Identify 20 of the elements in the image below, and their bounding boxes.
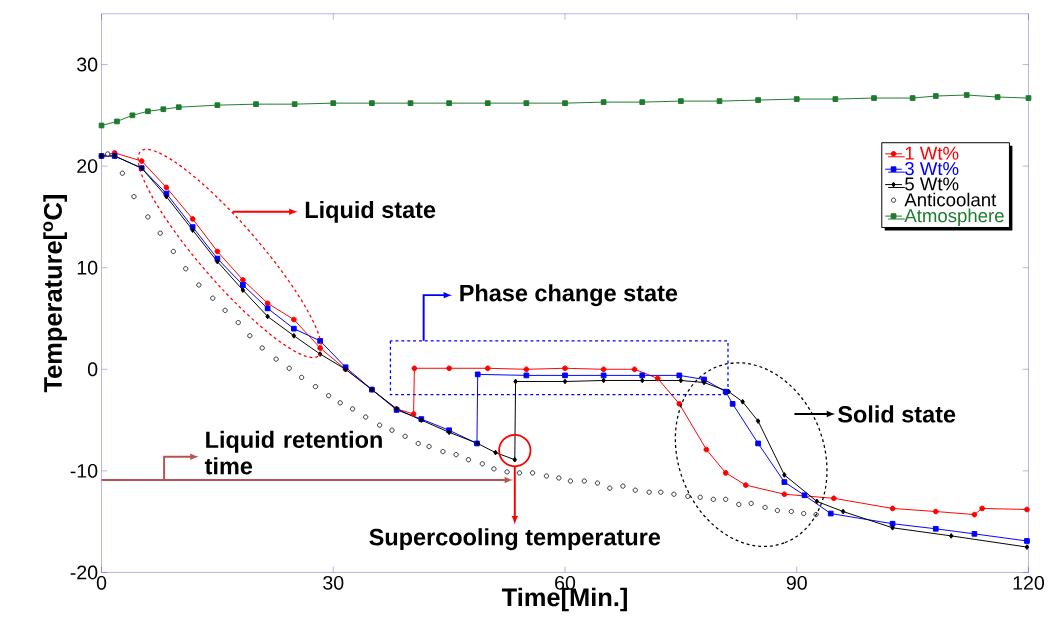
- legend-label: 3 Wt%: [905, 161, 959, 175]
- y-tick-label: -20: [70, 565, 98, 580]
- y-tick-label: 20: [77, 159, 98, 173]
- x-tick-label: 90: [786, 575, 807, 590]
- annotation: Solid state: [837, 405, 956, 423]
- y-tick-label: 10: [77, 260, 98, 275]
- legend-label: 5 Wt%: [905, 177, 959, 191]
- y-axis-title: Temperature[$^{o}$C]: [43, 194, 67, 393]
- y-tick-label: -10: [70, 463, 98, 478]
- legend-label: Atmosphere: [904, 208, 1004, 226]
- x-tick-label: 120: [1013, 575, 1045, 590]
- annotation: Phase change state: [460, 283, 678, 306]
- legend-label: 1 Wt%: [905, 146, 959, 160]
- annotation: Liquid state: [305, 200, 436, 223]
- annotation: Supercooling temperature: [369, 527, 661, 550]
- x-tick-label: 30: [323, 575, 344, 590]
- annotation: Liquid retention time: [204, 430, 382, 475]
- legend-label: Anticoolant: [904, 192, 997, 207]
- y-tick-label: 30: [77, 57, 98, 72]
- y-tick-label: 0: [87, 362, 98, 377]
